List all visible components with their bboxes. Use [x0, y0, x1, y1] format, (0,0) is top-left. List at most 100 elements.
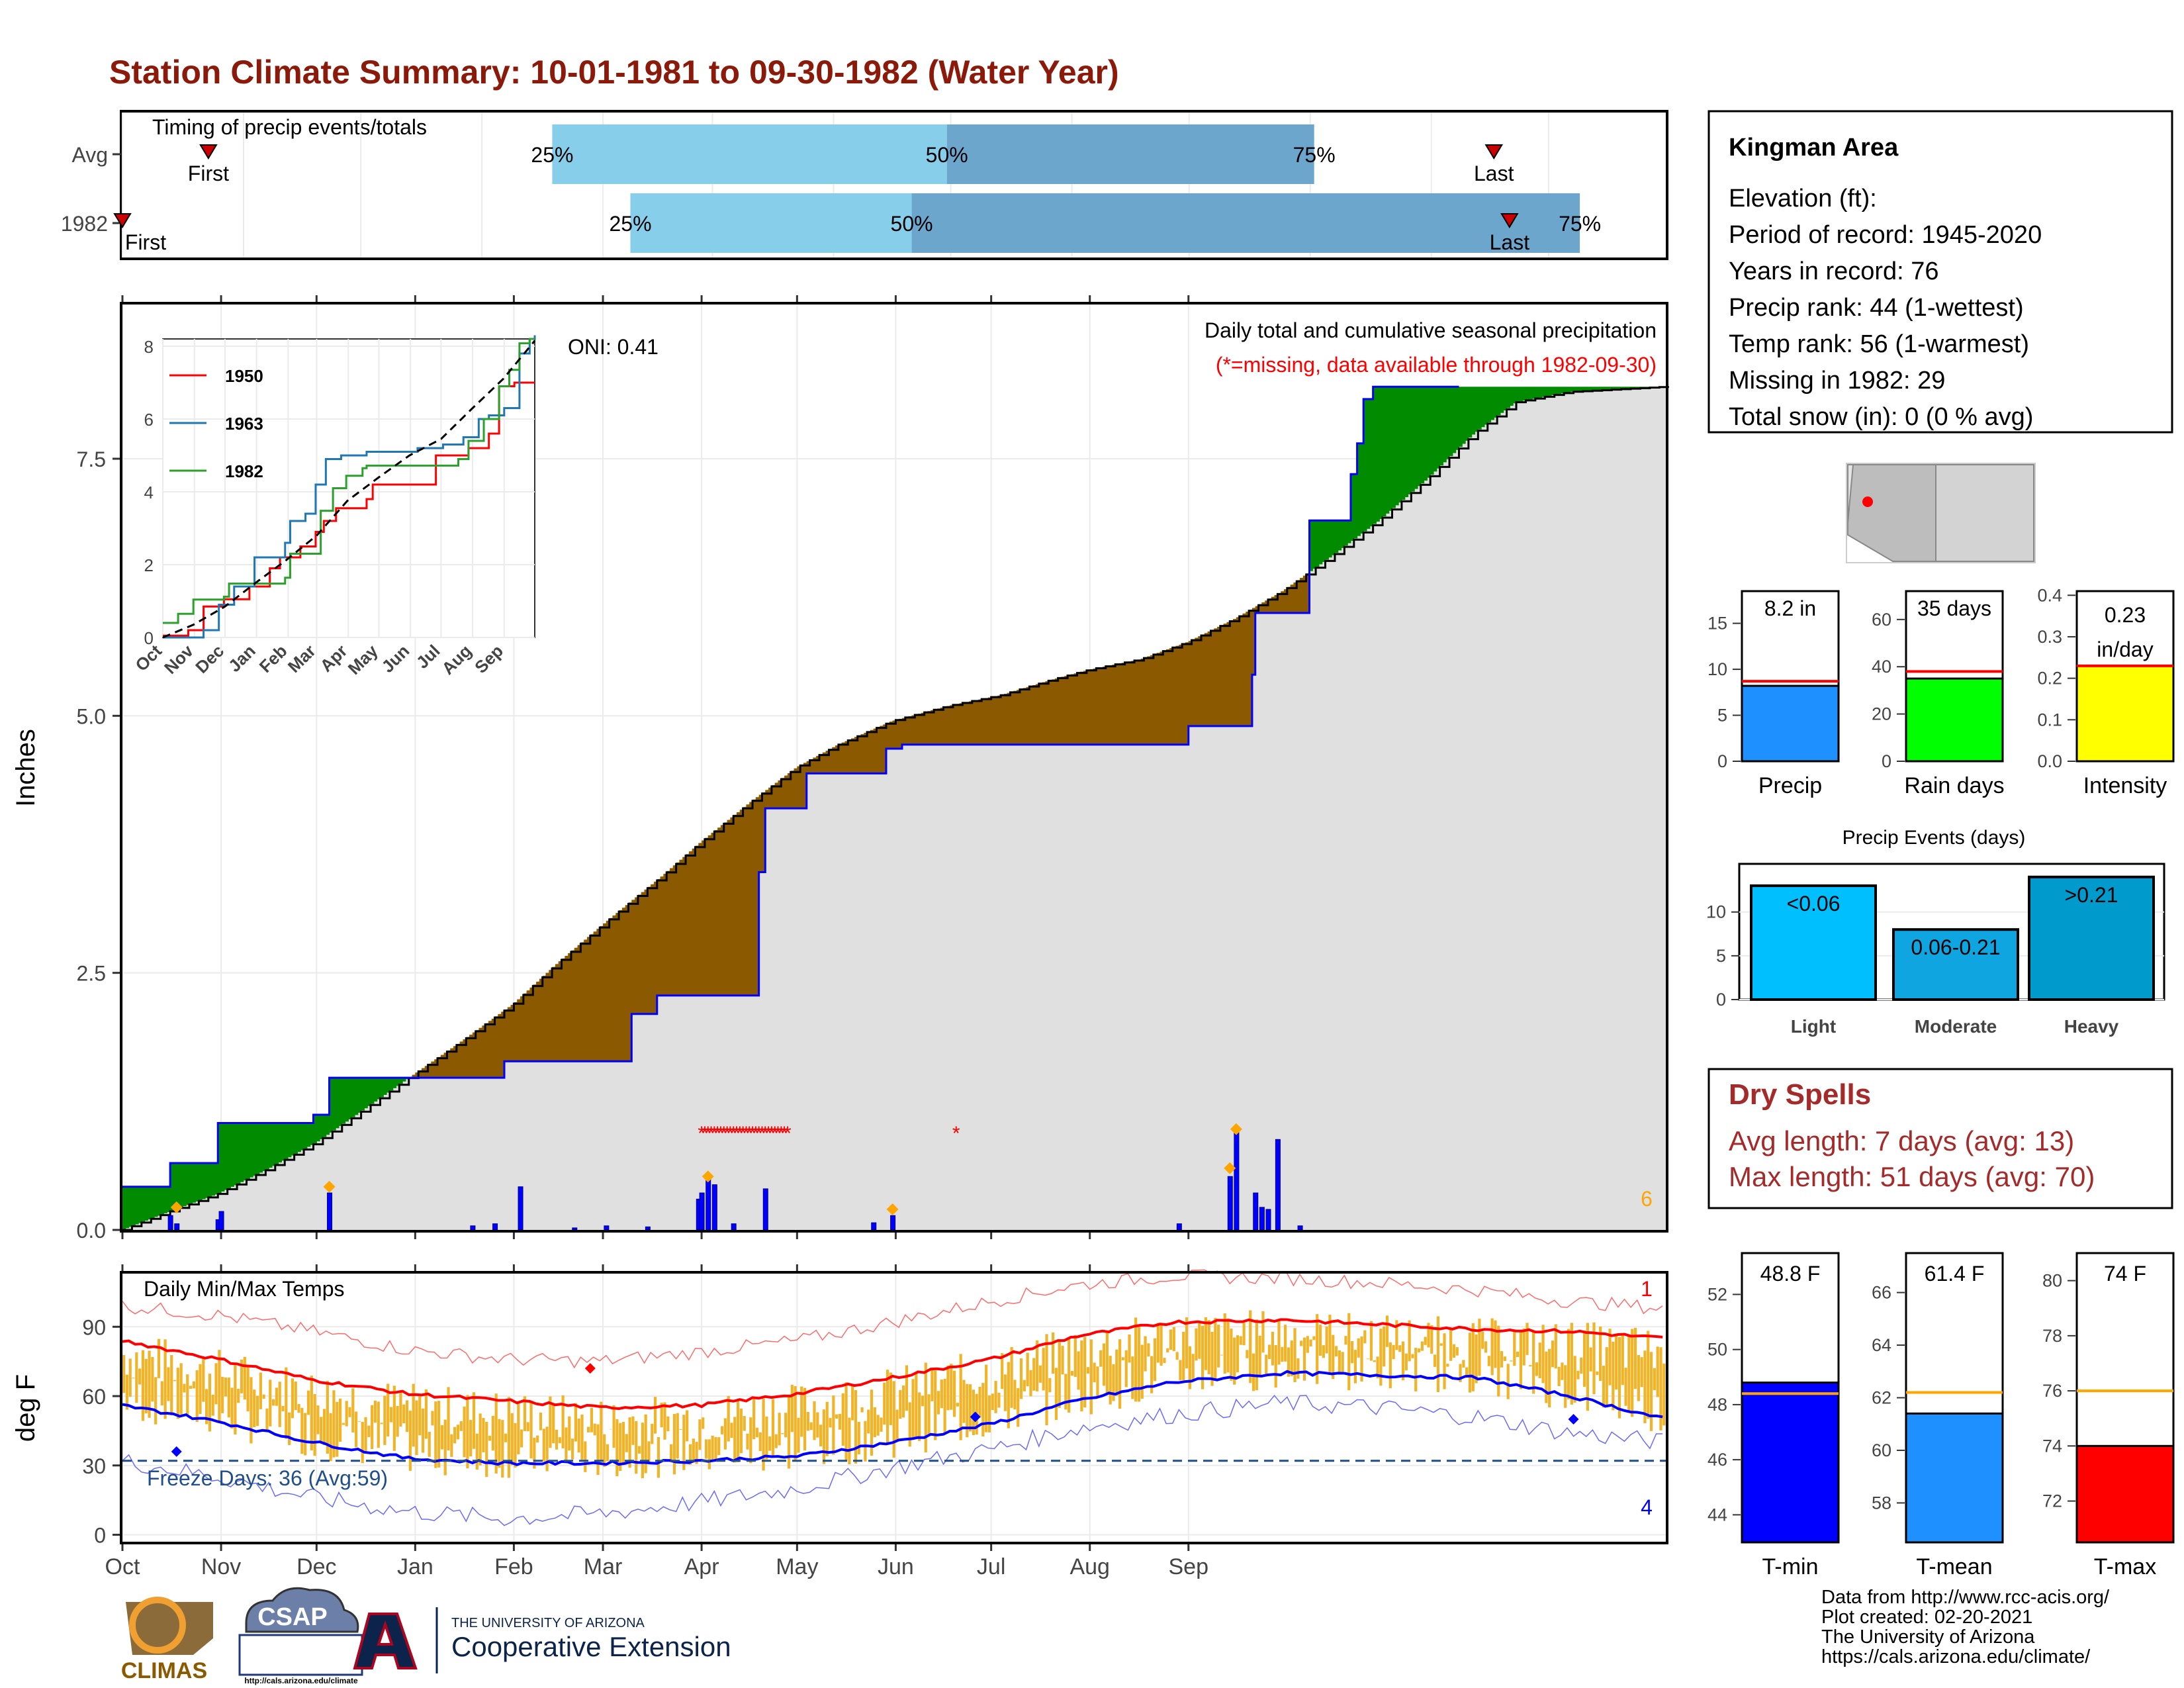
- inset-series-line: [163, 335, 536, 639]
- daily-temp-bar: [1383, 1326, 1386, 1367]
- daily-temp-bar: [968, 1384, 972, 1432]
- missing-day-marker: *: [774, 1123, 782, 1145]
- daily-temp-bar: [491, 1415, 494, 1451]
- daily-temp-bar: [647, 1441, 651, 1463]
- first-event-marker: [113, 213, 132, 228]
- inset-avg-line: [162, 340, 536, 639]
- daily-temp-bar: [1522, 1328, 1525, 1366]
- daily-temp-bar: [498, 1419, 501, 1468]
- daily-temp-bar: [555, 1429, 559, 1450]
- temp-bar-ytick-label: 50: [1707, 1340, 1727, 1360]
- daily-temp-bar: [255, 1395, 259, 1427]
- daily-temp-bar: [1487, 1356, 1490, 1366]
- csap-cloud: [245, 1587, 359, 1633]
- page-title: Station Climate Summary: 10-01-1981 to 0…: [109, 54, 1119, 91]
- daily-temp-bar: [387, 1383, 390, 1436]
- map-california: [1847, 464, 1854, 524]
- temp-bar-ytick-label: 76: [2042, 1381, 2062, 1401]
- daily-temp-bar: [336, 1401, 339, 1457]
- daily-precip-bar: [1265, 1209, 1271, 1231]
- daily-precip-bar: [470, 1225, 476, 1231]
- daily-temp-bar: [1475, 1334, 1478, 1383]
- daily-temp-bar: [520, 1429, 523, 1448]
- daily-temp-bar: [880, 1417, 883, 1432]
- daily-temp-bar: [1230, 1329, 1233, 1381]
- dry-avg: Avg length: 7 days (avg: 13): [1729, 1125, 2074, 1156]
- daily-temp-bar: [987, 1395, 991, 1432]
- daily-temp-bar: [176, 1368, 179, 1419]
- daily-temp-bar: [1007, 1362, 1010, 1429]
- event-marker: [170, 1201, 183, 1213]
- daily-temp-bar: [428, 1432, 431, 1457]
- daily-precip-bar: [1253, 1192, 1259, 1231]
- daily-temp-bar: [1424, 1336, 1427, 1345]
- timing-p50-label: 50%: [926, 143, 968, 167]
- daily-temp-bar: [1325, 1326, 1328, 1354]
- daily-precip-bar: [871, 1222, 877, 1231]
- last-event-label: Last: [1474, 162, 1514, 185]
- missing-day-marker: *: [739, 1123, 747, 1145]
- dry-title: Dry Spells: [1729, 1078, 1871, 1111]
- daily-temp-bar: [1570, 1323, 1573, 1405]
- precip-content: 0.02.55.07.5****************************…: [77, 295, 1669, 1243]
- timing-bar-25-50: [630, 193, 912, 253]
- daily-temp-bar: [682, 1415, 686, 1470]
- daily-temp-bar: [1249, 1310, 1252, 1383]
- daily-temp-bar: [1592, 1322, 1596, 1395]
- inset-legend-label: 1950: [225, 366, 263, 386]
- daily-temp-bar: [529, 1401, 533, 1459]
- footer: Data from http://www.rcc-acis.org/ Plot …: [121, 1587, 2110, 1685]
- first-event-label: First: [188, 162, 229, 185]
- daily-precip-bar: [1176, 1223, 1182, 1231]
- station-line-4: Temp rank: 56 (1-warmest): [1729, 330, 2029, 358]
- daily-precip-bar: [518, 1186, 523, 1231]
- daily-temp-bar: [1297, 1358, 1300, 1379]
- events-category-label: Heavy: [2064, 1016, 2119, 1037]
- missing-day-marker: *: [752, 1123, 760, 1145]
- daily-temp-bar: [1064, 1374, 1068, 1410]
- ua-line-1: THE UNIVERSITY OF ARIZONA: [451, 1616, 645, 1630]
- temp-bar-ytick-label: 48: [1707, 1395, 1727, 1415]
- daily-temp-bar: [125, 1374, 129, 1410]
- daily-temp-bar: [285, 1367, 288, 1439]
- daily-precip-bar: [1234, 1131, 1240, 1231]
- daily-temp-bar: [173, 1380, 177, 1382]
- daily-temp-bar: [561, 1395, 565, 1448]
- daily-temp-bar: [183, 1383, 186, 1393]
- daily-temp-bar: [1341, 1352, 1344, 1374]
- daily-temp-bar: [1334, 1346, 1338, 1357]
- temp-bar-ytick-label: 66: [1872, 1283, 1891, 1303]
- daily-temp-bar: [631, 1416, 635, 1445]
- daily-temp-bar: [1379, 1329, 1383, 1386]
- daily-temp-bar: [1455, 1347, 1459, 1356]
- daily-temp-bar: [570, 1438, 574, 1460]
- daily-temp-bar: [234, 1364, 237, 1434]
- temp-ytick-label: 60: [82, 1385, 106, 1409]
- event-marker: [323, 1180, 336, 1193]
- timing-p25-label: 25%: [531, 143, 573, 167]
- month-label: Oct: [105, 1554, 140, 1579]
- temp-bar-ytick-label: 44: [1707, 1505, 1727, 1524]
- daily-temp-bar: [1637, 1354, 1640, 1401]
- daily-temp-bar: [392, 1385, 396, 1451]
- daily-temp-bar: [475, 1433, 478, 1470]
- daily-precip-bar: [711, 1184, 717, 1231]
- missing-day-marker: *: [698, 1123, 705, 1145]
- daily-temp-bar: [1153, 1338, 1157, 1382]
- daily-temp-bar: [1545, 1351, 1548, 1403]
- daily-temp-bar: [1608, 1329, 1612, 1385]
- climas-logo-shape: [126, 1602, 213, 1655]
- climas-logo-text: CLIMAS: [121, 1658, 207, 1683]
- daily-temp-bar: [1621, 1335, 1624, 1385]
- daily-temp-bar: [1112, 1364, 1115, 1401]
- daily-temp-bar: [628, 1417, 631, 1468]
- daily-temp-bar: [1649, 1352, 1653, 1431]
- daily-temp-bar: [320, 1417, 323, 1442]
- daily-temp-bar: [924, 1362, 927, 1453]
- climas-logo-sun: [129, 1597, 186, 1654]
- daily-temp-bar: [405, 1400, 409, 1432]
- temp-bar-ytick-label: 52: [1707, 1284, 1727, 1304]
- summary-ytick-label: 40: [1872, 657, 1891, 677]
- daily-temp-bar: [1150, 1356, 1154, 1393]
- events-bar: [1892, 928, 2019, 1002]
